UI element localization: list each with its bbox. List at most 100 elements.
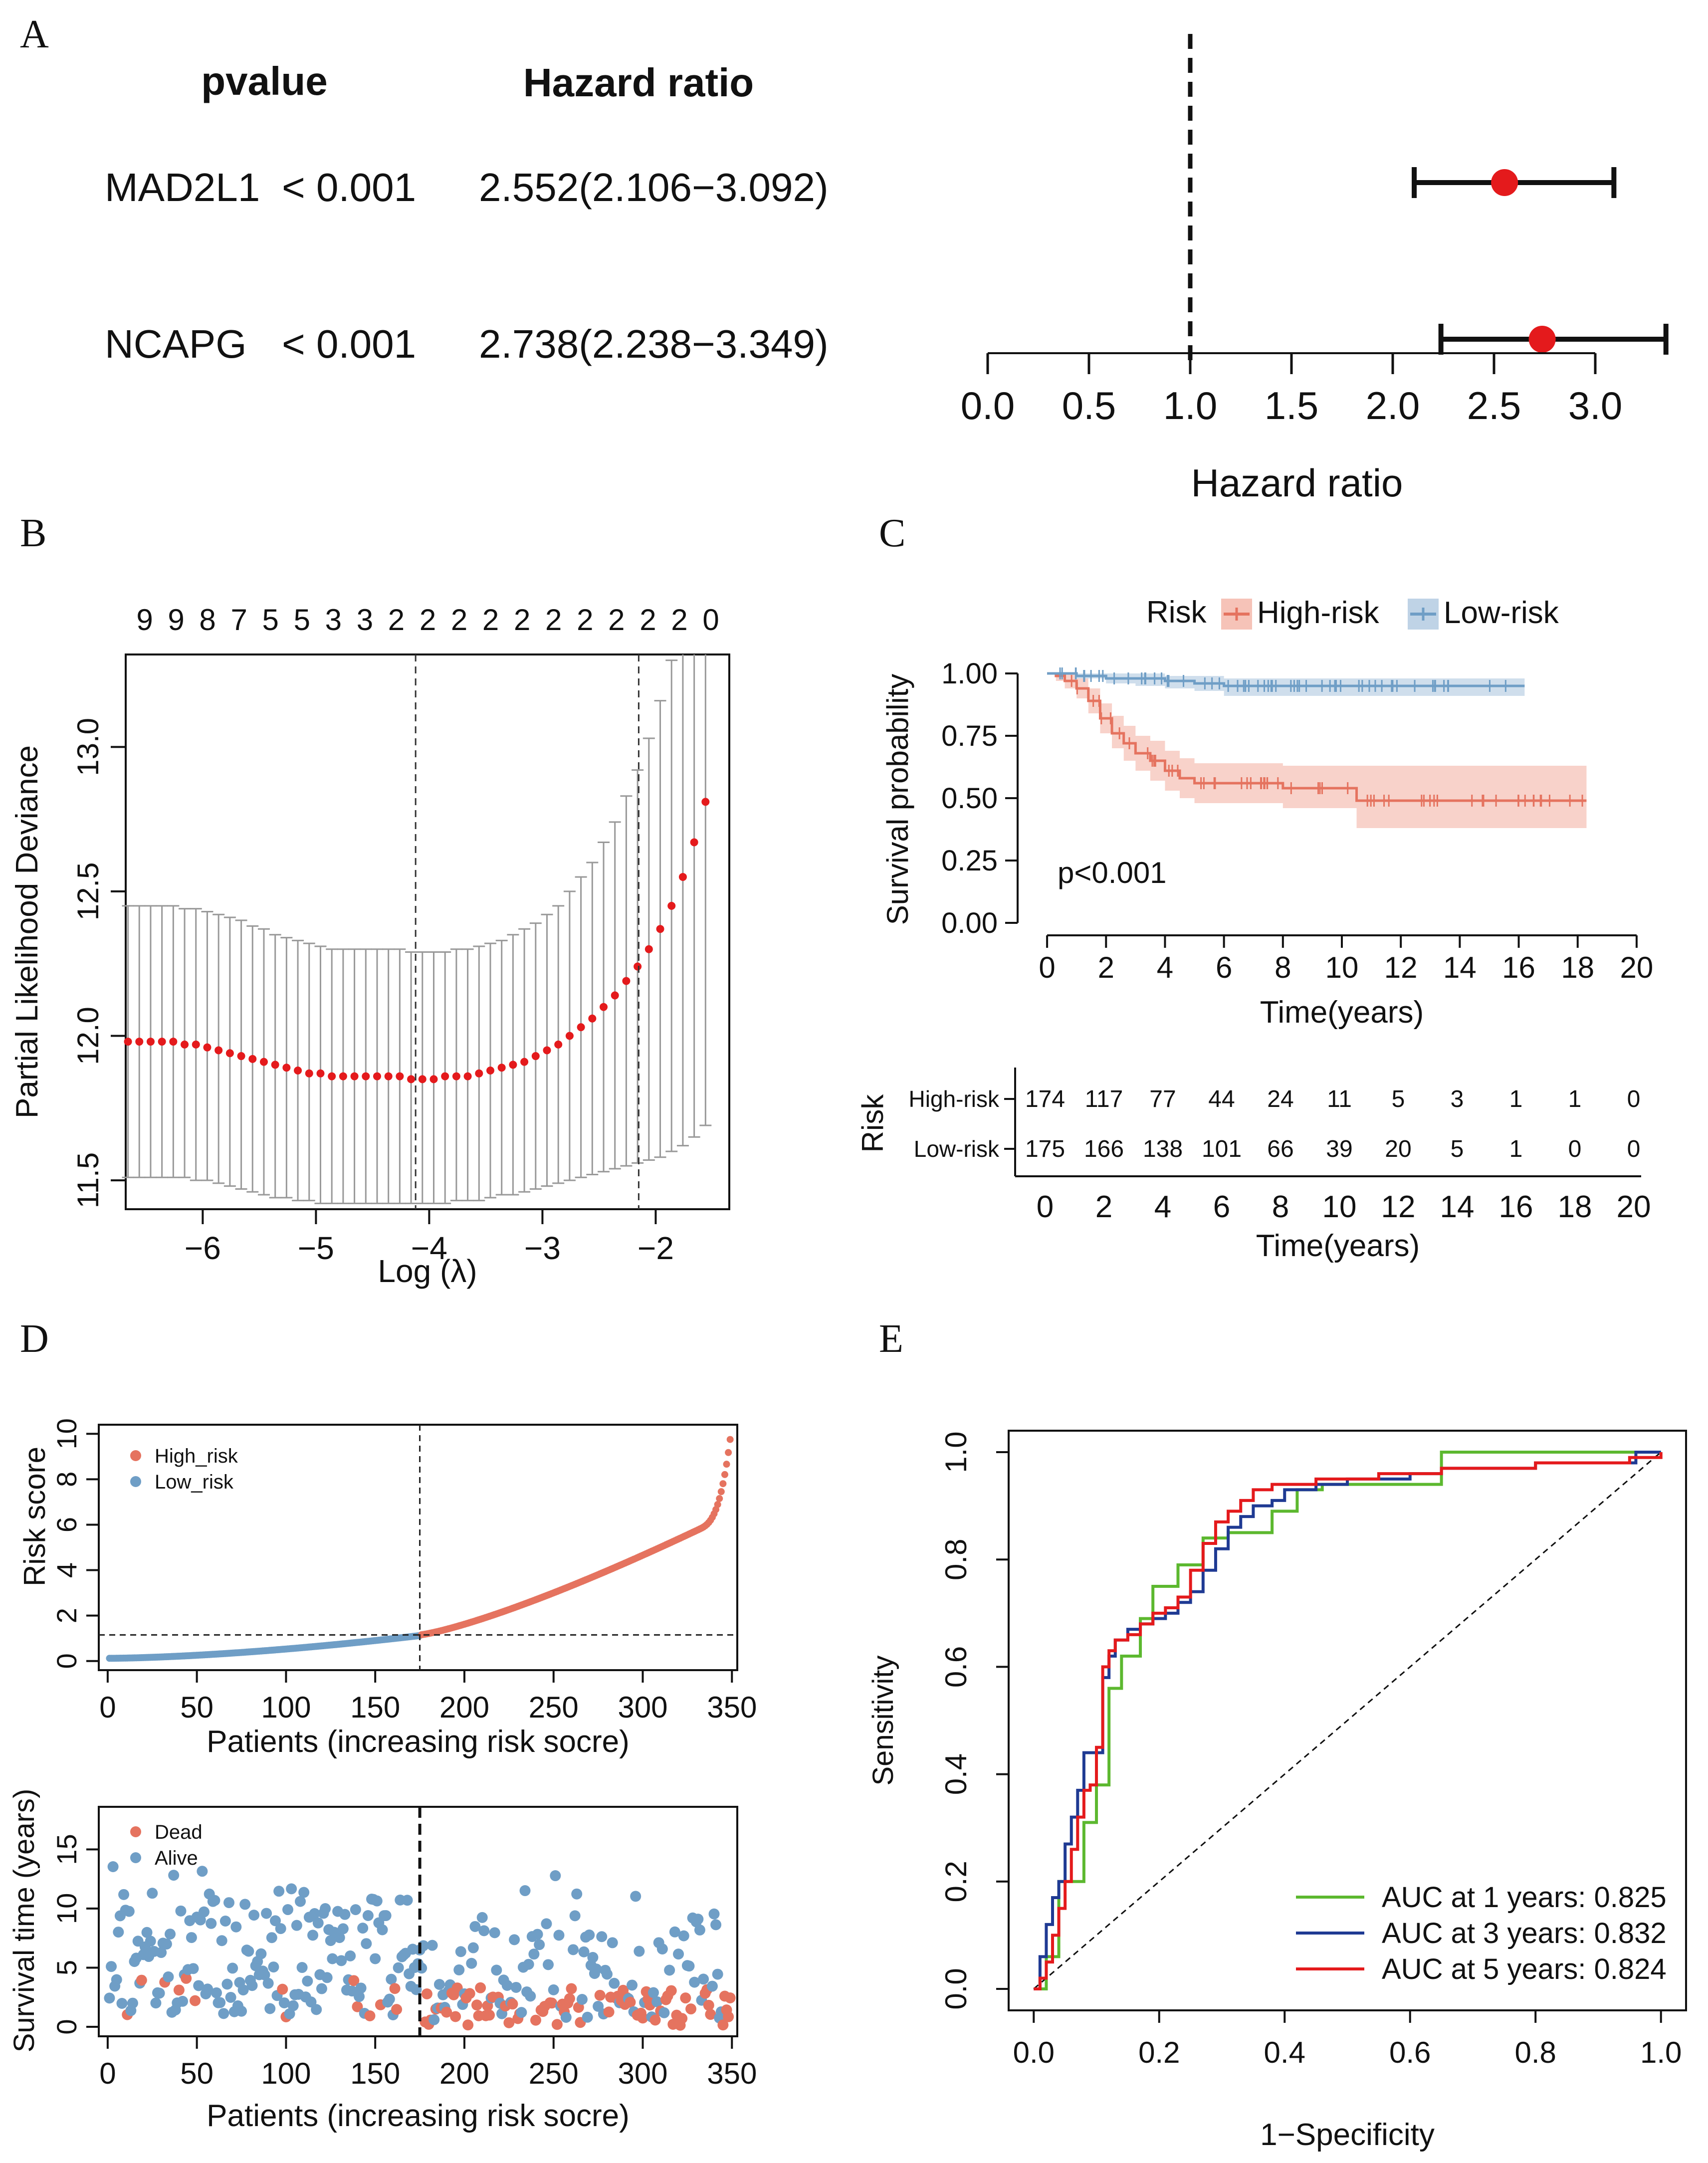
legend-label: AUC at 5 years: 0.824: [1382, 1953, 1667, 1985]
survival-point: [476, 1912, 488, 1923]
survival-point: [357, 1923, 369, 1934]
deviance-point: [701, 798, 710, 806]
deviance-point: [192, 1040, 200, 1049]
legend-label: Alive: [155, 1847, 198, 1869]
deviance-point: [282, 1064, 291, 1072]
survival-point: [218, 2008, 229, 2019]
y-tick-label: 15: [51, 1834, 82, 1865]
survival-point: [147, 1888, 158, 1899]
survival-point: [355, 1982, 367, 1994]
survival-point: [637, 2012, 648, 2024]
survival-point: [464, 1988, 475, 1999]
deviance-point: [237, 1052, 245, 1061]
risk-score-point: [717, 1488, 725, 1496]
risk-table-count: 5: [1451, 1136, 1464, 1162]
survival-point: [150, 1997, 162, 2009]
panel-b-lasso-cv-plot: B−6 −5 −4 −3 −211.512.012.513.09 9 8 7 5 5 3 3 2 2 2 2 2…: [10, 511, 730, 1289]
survival-point: [541, 1918, 552, 1930]
risk-table-y-axis-title: Risk: [856, 1094, 889, 1153]
deviance-point: [667, 901, 676, 910]
survival-point: [669, 1926, 680, 1938]
risk-table-count: 0: [1568, 1136, 1582, 1162]
deviance-point: [271, 1061, 279, 1069]
top-count-label: 0: [702, 603, 719, 637]
survival-point: [312, 1917, 324, 1929]
survival-point: [532, 1929, 543, 1940]
survival-point: [717, 2019, 729, 2031]
survival-point: [236, 2005, 247, 2017]
survival-point: [246, 1980, 258, 1991]
x-tick-label: 10: [1325, 951, 1359, 984]
survival-point: [683, 1960, 695, 1972]
x-tick-label: 0.4: [1264, 2036, 1305, 2069]
top-count-label: 7: [230, 603, 247, 637]
survival-point: [145, 1936, 156, 1947]
x-tick-label: 350: [707, 2057, 757, 2090]
risk-table-x-tick-label: 0: [1037, 1190, 1054, 1224]
survival-point: [507, 1998, 518, 2010]
survival-point: [371, 1895, 383, 1907]
legend-label: High_risk: [155, 1445, 238, 1467]
survival-point: [320, 1903, 331, 1915]
roc-curve: [1034, 1451, 1661, 1990]
deviance-point: [543, 1046, 551, 1055]
survival-point: [188, 1963, 199, 1974]
survival-point: [106, 1961, 117, 1972]
survival-point: [634, 1946, 645, 1957]
survival-point: [277, 1983, 288, 1995]
y-tick-label: 5: [51, 1960, 82, 1975]
x-tick-label: 100: [261, 2057, 311, 2090]
survival-point: [647, 1987, 659, 1998]
deviance-point: [475, 1069, 483, 1078]
survival-point: [141, 1927, 153, 1938]
deviance-point: [497, 1064, 506, 1072]
x-tick-label: 0.6: [1389, 2036, 1431, 2069]
panel-e-roc-plot: E 0.0 0.2 0.4 0.6 0.8 1.0 0.0 0.2 0.4 0.6 0.8 1.0 AUC…: [867, 1317, 1687, 2152]
x-axis-title: Log (λ): [378, 1253, 477, 1289]
survival-point: [484, 2009, 495, 2021]
x-tick-label: 16: [1502, 951, 1535, 984]
survival-point: [295, 1896, 306, 1907]
deviance-point: [678, 872, 687, 881]
y-tick-label: 0.50: [941, 782, 998, 815]
survival-point: [261, 1908, 272, 1919]
survival-point: [421, 1988, 432, 1999]
risk-table-count: 66: [1267, 1136, 1293, 1162]
y-tick-label: 0: [51, 2019, 82, 2034]
survival-point: [551, 2019, 563, 2030]
deviance-point: [588, 1014, 597, 1023]
risk-table-x-tick-label: 12: [1381, 1190, 1416, 1224]
x-tick-label: 300: [618, 2057, 667, 2090]
y-tick-label: 0.00: [941, 907, 998, 939]
survival-point: [197, 1866, 208, 1877]
y-tick-label: 0.6: [939, 1646, 973, 1688]
top-count-label: 5: [262, 603, 279, 637]
x-tick-label: 0: [1039, 951, 1055, 984]
survival-point: [223, 1897, 235, 1909]
survival-point: [665, 1985, 677, 1996]
risk-table-x-tick-label: 10: [1322, 1190, 1357, 1224]
survival-point: [393, 1962, 404, 1973]
survival-point: [221, 1978, 233, 1990]
risk-table-row-label: Low-risk: [914, 1136, 1000, 1162]
survival-point: [601, 1968, 613, 1980]
survival-point: [627, 1979, 638, 1991]
deviance-point: [554, 1040, 563, 1049]
deviance-point: [531, 1052, 540, 1061]
x-tick-label: 0.8: [1515, 2036, 1556, 2069]
y-tick-label: 13.0: [71, 718, 105, 776]
survival-point: [225, 1991, 236, 2003]
x-tick-label: 250: [529, 2057, 579, 2090]
deviance-point: [135, 1038, 144, 1046]
survival-point: [534, 1939, 545, 1950]
risk-table-count: 138: [1143, 1136, 1183, 1162]
panel-label-d: D: [20, 1317, 49, 1361]
survival-point: [478, 1925, 490, 1937]
survival-point: [724, 1992, 736, 2004]
deviance-point: [634, 962, 642, 971]
y-axis-title: Survival time (years): [8, 1789, 40, 2053]
survival-point: [227, 1962, 238, 1974]
survival-point: [467, 1942, 479, 1953]
deviance-point: [146, 1038, 155, 1046]
